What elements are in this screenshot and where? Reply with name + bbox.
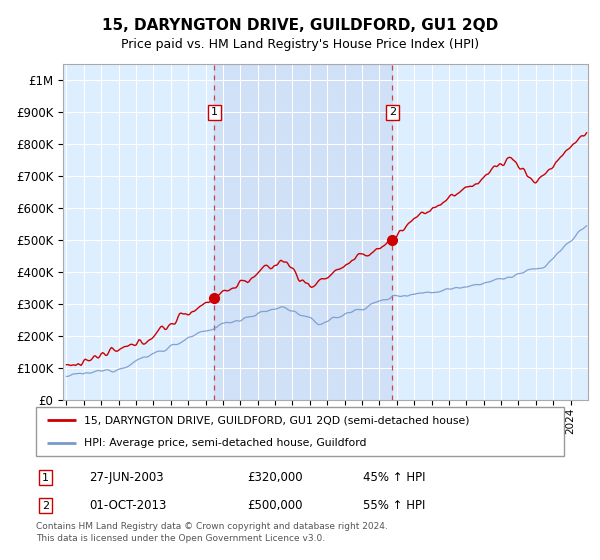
Text: 15, DARYNGTON DRIVE, GUILDFORD, GU1 2QD: 15, DARYNGTON DRIVE, GUILDFORD, GU1 2QD bbox=[102, 18, 498, 32]
Bar bbox=[214, 64, 392, 400]
Text: 2: 2 bbox=[42, 501, 49, 511]
Text: 2: 2 bbox=[389, 108, 396, 118]
Text: HPI: Average price, semi-detached house, Guildford: HPI: Average price, semi-detached house,… bbox=[83, 438, 366, 448]
Text: 1: 1 bbox=[42, 473, 49, 483]
Text: £320,000: £320,000 bbox=[247, 471, 303, 484]
Text: 15, DARYNGTON DRIVE, GUILDFORD, GU1 2QD (semi-detached house): 15, DARYNGTON DRIVE, GUILDFORD, GU1 2QD … bbox=[83, 416, 469, 426]
Text: 45% ↑ HPI: 45% ↑ HPI bbox=[364, 471, 426, 484]
Text: 1: 1 bbox=[211, 108, 218, 118]
Text: 01-OCT-2013: 01-OCT-2013 bbox=[89, 499, 166, 512]
Text: Price paid vs. HM Land Registry's House Price Index (HPI): Price paid vs. HM Land Registry's House … bbox=[121, 38, 479, 52]
FancyBboxPatch shape bbox=[36, 407, 564, 456]
Text: 27-JUN-2003: 27-JUN-2003 bbox=[89, 471, 163, 484]
Text: £500,000: £500,000 bbox=[247, 499, 303, 512]
Text: Contains HM Land Registry data © Crown copyright and database right 2024.
This d: Contains HM Land Registry data © Crown c… bbox=[36, 522, 388, 543]
Text: 55% ↑ HPI: 55% ↑ HPI bbox=[364, 499, 426, 512]
